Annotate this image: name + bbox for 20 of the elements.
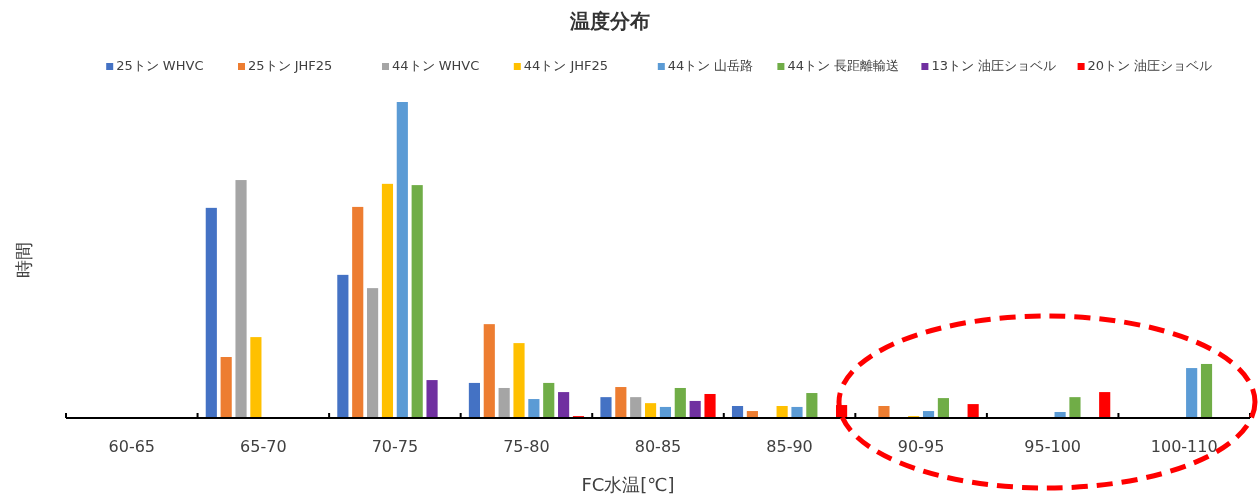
legend-label: 13トン 油圧ショベル: [931, 58, 1057, 73]
x-tick-label: 85-90: [766, 437, 813, 456]
x-tick-label: 95-100: [1024, 437, 1081, 456]
x-tick-label: 65-70: [240, 437, 287, 456]
x-tick-label: 75-80: [503, 437, 550, 456]
x-tick-label: 80-85: [634, 437, 682, 456]
legend-label: 44トン 山岳路: [667, 58, 754, 73]
y-axis-title: 時間: [13, 242, 34, 278]
legend-label: 25トン WHVC: [116, 58, 204, 73]
legend-label: 44トン JHF25: [523, 58, 609, 73]
x-tick-label: 70-75: [371, 437, 419, 456]
legend-label: 20トン 油圧ショベル: [1087, 58, 1213, 73]
x-axis-title: FC水温[℃]: [581, 474, 675, 495]
legend-label: 25トン JHF25: [248, 58, 333, 73]
x-tick-label: 90-95: [897, 437, 945, 456]
chart-title: 温度分布: [569, 9, 650, 33]
x-tick-label: 60-65: [108, 437, 156, 456]
legend-label: 44トン 長距離輸送: [787, 58, 900, 73]
x-tick-label: 100-110: [1150, 437, 1218, 456]
legend-label: 44トン WHVC: [392, 58, 480, 73]
